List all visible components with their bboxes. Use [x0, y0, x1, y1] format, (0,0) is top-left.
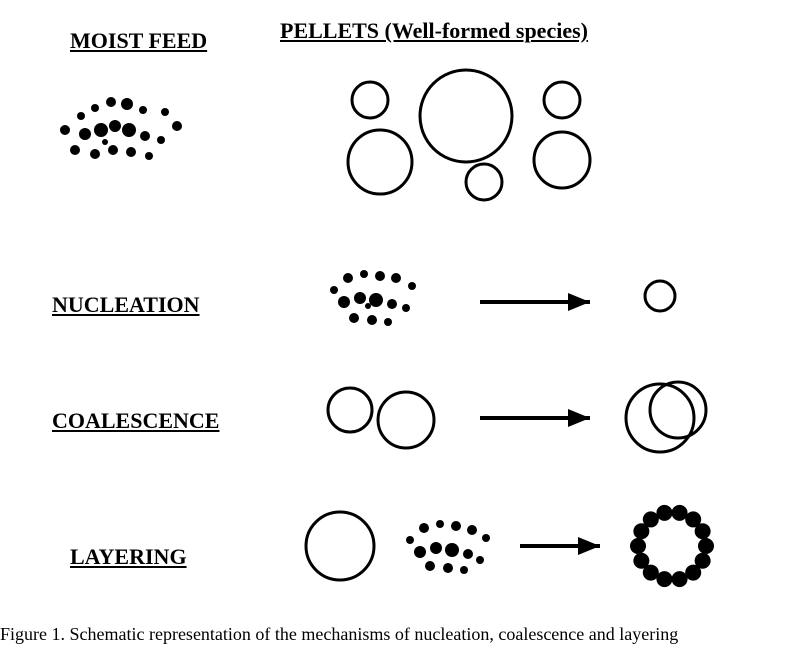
figure-caption: Figure 1. Schematic representation of th…: [0, 624, 678, 645]
layering-result: [0, 0, 800, 656]
diagram-stage: MOIST FEED PELLETS (Well-formed species)…: [0, 0, 800, 656]
